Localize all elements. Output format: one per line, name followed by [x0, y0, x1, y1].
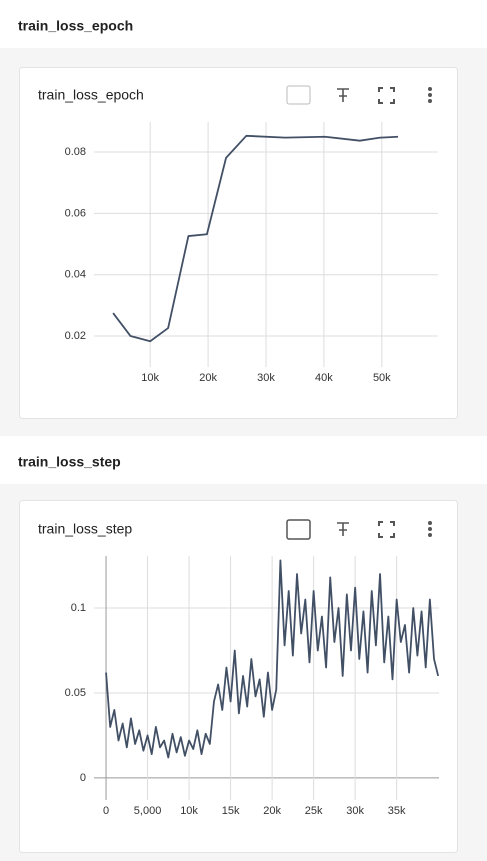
y-tick-label: 0.06 [65, 207, 86, 219]
x-tick-label: 30k [257, 372, 275, 384]
x-tick-label: 20k [199, 372, 217, 384]
x-tick-label: 10k [180, 805, 198, 817]
card-title: train_loss_step [38, 521, 132, 537]
card [19, 500, 458, 853]
menu-button[interactable] [428, 521, 432, 537]
y-tick-label: 0.04 [65, 269, 86, 281]
x-tick-label: 25k [305, 805, 323, 817]
x-tick-label: 35k [388, 805, 406, 817]
loss-line [112, 134, 399, 343]
x-tick-label: 50k [373, 372, 391, 384]
fullscreen-button[interactable] [378, 87, 395, 104]
card [19, 67, 458, 419]
fullscreen-button[interactable] [378, 521, 395, 538]
y-tick-label: 0.05 [65, 687, 86, 699]
section-title: train_loss_epoch [18, 18, 133, 34]
pin-button[interactable] [337, 88, 349, 102]
fit-button[interactable] [286, 85, 311, 105]
x-tick-label: 20k [263, 805, 281, 817]
x-tick-label: 30k [346, 805, 364, 817]
pin-button[interactable] [337, 522, 349, 536]
x-tick-label: 40k [315, 372, 333, 384]
loss-line [105, 559, 439, 759]
x-tick-label: 10k [141, 372, 159, 384]
section-header [0, 0, 487, 48]
section-header [0, 436, 487, 484]
x-tick-label: 5,000 [134, 805, 162, 817]
x-tick-label: 15k [222, 805, 240, 817]
x-tick-label: 0 [103, 805, 109, 817]
section-title: train_loss_step [18, 454, 121, 470]
fit-button[interactable] [286, 519, 311, 540]
card-title: train_loss_epoch [38, 87, 144, 103]
menu-button[interactable] [428, 87, 432, 103]
y-tick-label: 0.08 [65, 146, 86, 158]
y-tick-label: 0.1 [71, 602, 86, 614]
y-tick-label: 0 [80, 772, 86, 784]
y-tick-label: 0.02 [65, 330, 86, 342]
